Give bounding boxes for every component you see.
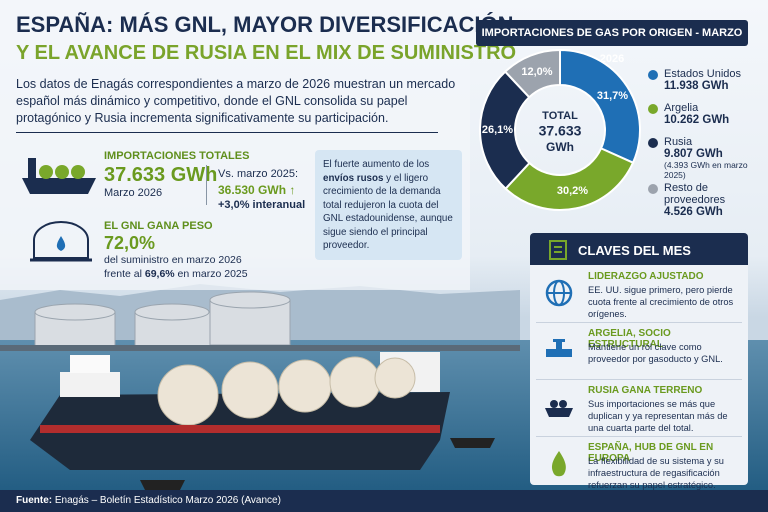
clave-text: Mantiene un rol clave como proveedor por… — [588, 342, 723, 364]
legend-name: Rusia — [664, 136, 693, 148]
clave-title: ARGELIA, SOCIO ESTRUCTURAL — [588, 328, 671, 350]
text-run: envíos rusos — [323, 172, 384, 184]
kpi-period: Marzo 2026 — [104, 187, 163, 199]
clave-item: ARGELIA, SOCIO ESTRUCTURAL Mantiene un ro… — [536, 325, 742, 380]
kpi-value: 72,0% — [104, 233, 156, 253]
value-label: 31,7% — [597, 90, 628, 102]
clave-title: RUSIA GANA TERRENO — [588, 385, 703, 396]
clave-icon — [551, 451, 566, 477]
kpi-value: 37.633 GWh — [104, 164, 218, 186]
clave-title: LIDERAZGO AJUSTADO — [588, 271, 704, 282]
claves-list: LIDERAZGO AJUSTADO EE. UU. sigue primero,… — [530, 268, 748, 495]
text-run: frente al — [104, 268, 145, 280]
legend: Estados Unidos 11.938 GWh Argelia 10.262 GW… — [648, 68, 766, 218]
change: +3,0% interanual — [218, 199, 306, 211]
clipboard-icon — [549, 240, 567, 260]
clave-title: ESPAÑA, HUB DE GNL EN EUROPA — [588, 442, 714, 464]
legend-swatch — [648, 104, 658, 114]
title: ESPAÑA: MÁS GNL, MAYOR DIVERSIFICACIÓN — [16, 12, 514, 37]
claves-title: CLAVES DEL MES — [578, 243, 691, 258]
compare-label: Vs. marzo 2025: — [218, 168, 299, 180]
text-run: y el ligero crecimiento de la demanda to… — [323, 172, 453, 252]
text-run: en marzo 2025 — [174, 268, 248, 280]
intro: Los datos de Enagás correspondientes a m… — [16, 77, 456, 125]
legend-name: Argelia — [664, 102, 699, 114]
legend-amount: 11.938 GWh — [664, 80, 729, 92]
clave-item: LIDERAZGO AJUSTADO EE. UU. sigue primero,… — [536, 268, 742, 323]
text-run: El fuerte aumento de los — [323, 159, 430, 170]
kpi-text: del suministro en marzo 2026 — [104, 254, 242, 266]
legend-amount: 9.807 GWh — [664, 148, 723, 160]
legend-item: Rusia 9.807 GWh (4.393 GWh en marzo 2025) — [648, 136, 766, 182]
center-text: 37.633 — [539, 123, 582, 139]
legend-name: Resto de proveedores — [664, 182, 726, 206]
up-arrow: ↑ — [289, 183, 296, 197]
footer-text: Enagás – Boletín Estadístico Marzo 2026 … — [54, 495, 281, 506]
legend-amount: 4.526 GWh — [664, 206, 723, 218]
legend-item: Estados Unidos 11.938 GWh — [648, 68, 766, 102]
legend-name: Estados Unidos — [664, 68, 742, 80]
legend-swatch — [648, 184, 658, 194]
clave-icon — [546, 339, 572, 357]
legend-item: Argelia 10.262 GWh — [648, 102, 766, 136]
clave-text: La flexibilidad de su sistema y su infra… — [588, 456, 724, 490]
clave-icon — [545, 279, 573, 307]
legend-swatch — [648, 70, 658, 80]
clave-item: ESPAÑA, HUB DE GNL EN EUROPA La flexibili… — [536, 439, 742, 493]
kpi-title: EL GNL GANA PESO — [104, 220, 213, 232]
center-text: TOTAL — [542, 110, 578, 122]
clave-icon — [545, 400, 573, 417]
footer: Fuente: Enagás – Boletín Estadístico Mar… — [0, 490, 768, 512]
subtitle: Y EL AVANCE DE RUSIA EN EL MIX DE SUMINI… — [16, 42, 517, 64]
legend-note: (4.393 GWh en marzo 2025) — [664, 160, 748, 180]
kpi-separator — [206, 165, 207, 205]
footer-label: Fuente: — [16, 495, 53, 506]
text-run: 69,6% — [144, 268, 175, 280]
value-label: 12,0% — [521, 66, 552, 78]
tank-icon — [30, 221, 92, 262]
clave-item: RUSIA GANA TERRENO Sus importaciones se m… — [536, 382, 742, 437]
donut-segment — [504, 147, 635, 211]
divider — [16, 132, 438, 133]
center-text: GWh — [546, 140, 574, 154]
legend-swatch — [648, 138, 658, 148]
ship-icon — [22, 158, 96, 194]
kpi-title: IMPORTACIONES TOTALES — [104, 150, 250, 162]
value-label: 30,2% — [557, 185, 588, 197]
kpi-text: frente al 69,6% en marzo 2025 — [104, 268, 248, 280]
donut-segment — [503, 48, 561, 99]
claves-panel — [530, 233, 748, 485]
callout: El fuerte aumento de los envíos rusos y … — [315, 150, 462, 260]
value-label: 26,1% — [482, 124, 513, 136]
clave-text: Sus importaciones se más que duplican y … — [588, 399, 728, 433]
donut-segment — [559, 48, 641, 165]
compare-value: 36.530 GWh — [218, 183, 287, 197]
legend-amount: 10.262 GWh — [664, 114, 730, 126]
chart-title: IMPORTACIONES DE GAS POR ORIGEN - MARZO … — [476, 20, 748, 65]
clave-text: EE. UU. sigue primero, pero pierde cuota… — [588, 285, 734, 319]
legend-item: Resto de proveedores 4.526 GWh — [648, 182, 766, 218]
